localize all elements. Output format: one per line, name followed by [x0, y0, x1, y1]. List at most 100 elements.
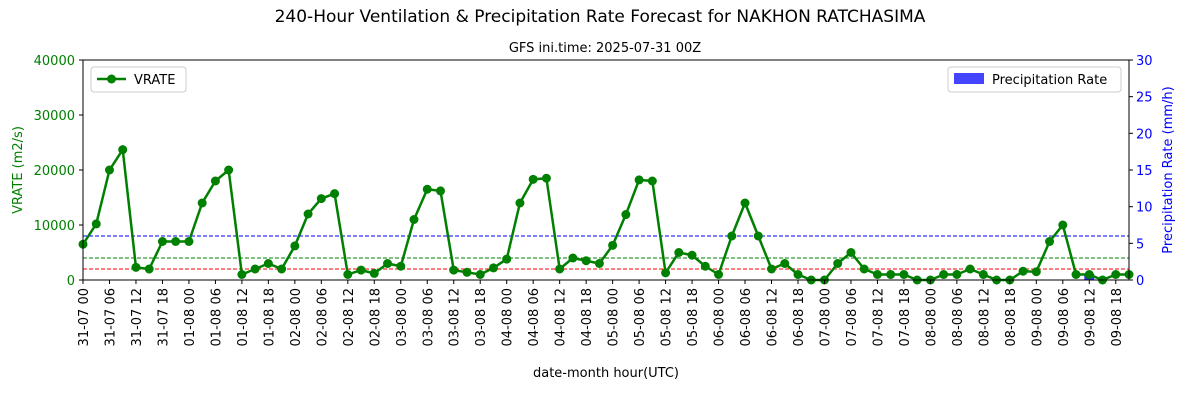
vrate-point [91, 219, 101, 229]
vrate-point [422, 184, 432, 194]
right-tick-label: 10 [1136, 201, 1153, 216]
legend-label-vrate: VRATE [134, 73, 175, 88]
vrate-point [634, 175, 644, 185]
left-tick-label: 30000 [34, 109, 75, 124]
vrate-point [330, 189, 340, 199]
x-tick-label: 31-07 06 [103, 288, 118, 346]
x-tick-label: 02-08 06 [315, 288, 330, 346]
vrate-point [740, 198, 750, 208]
x-tick-label: 05-08 00 [607, 288, 622, 346]
vrate-point [356, 265, 366, 275]
right-axis: 0 5 10 15 20 25 30 [1129, 54, 1153, 289]
vrate-point [303, 209, 313, 219]
vrate-point [753, 231, 763, 241]
x-tick-label: 09-08 00 [1030, 288, 1045, 346]
vrate-point [237, 270, 247, 279]
legend-vrate: VRATE [90, 66, 187, 93]
x-tick-label: 01-08 00 [183, 288, 198, 346]
left-tick-label: 40000 [34, 54, 75, 69]
x-tick-label: 01-08 18 [262, 288, 277, 346]
vrate-point [383, 259, 393, 268]
vrate-point [409, 215, 419, 224]
x-tick-label: 09-08 06 [1057, 288, 1072, 346]
x-tick-label: 31-07 00 [77, 288, 92, 346]
vrate-point [793, 270, 803, 279]
vrate-point [435, 186, 445, 196]
vrate-point [462, 267, 472, 277]
x-tick-label: 06-08 18 [792, 288, 807, 346]
x-tick-label: 05-08 12 [660, 288, 675, 346]
vrate-point [290, 241, 300, 251]
x-axis: 31-07 00 31-07 06 31-07 12 31-07 18 01-08 00… [77, 280, 1125, 346]
vrate-point [277, 264, 287, 274]
vrate-point [846, 248, 856, 257]
x-tick-label: 03-08 18 [474, 288, 489, 346]
vrate-point [647, 176, 657, 186]
legend-marker-vrate [107, 74, 116, 84]
vrate-point [621, 210, 631, 220]
x-tick-label: 08-08 00 [924, 288, 939, 346]
x-tick-label: 06-08 00 [713, 288, 728, 346]
x-tick-label: 07-08 06 [845, 288, 860, 346]
legend-precipitation: Precipitation Rate [947, 66, 1122, 93]
x-tick-label: 06-08 12 [766, 288, 781, 346]
left-tick-label: 0 [67, 274, 75, 289]
vrate-point [833, 259, 843, 268]
x-tick-label: 04-08 12 [554, 288, 569, 346]
left-tick-label: 20000 [34, 164, 75, 179]
vrate-point [674, 248, 684, 257]
vrate-point [475, 270, 485, 279]
vrate-point [197, 198, 207, 208]
x-tick-label: 03-08 00 [395, 288, 410, 346]
vrate-point [515, 198, 525, 208]
chart-title: 240-Hour Ventilation & Precipitation Rat… [275, 7, 926, 27]
vrate-point [396, 261, 406, 271]
vrate-point [886, 270, 896, 279]
vrate-point [714, 270, 724, 279]
x-tick-label: 04-08 06 [527, 288, 542, 346]
right-tick-label: 15 [1136, 164, 1153, 179]
vrate-point [263, 259, 273, 268]
x-tick-label: 01-08 12 [236, 288, 251, 346]
vrate-point [581, 256, 591, 266]
x-tick-label: 04-08 18 [580, 288, 595, 346]
x-tick-label: 08-08 12 [977, 288, 992, 346]
vrate-point [369, 268, 379, 278]
vrate-point [157, 237, 167, 246]
vrate-point [541, 173, 551, 183]
right-tick-label: 5 [1136, 237, 1144, 252]
vrate-point [568, 253, 578, 263]
left-tick-label: 10000 [34, 219, 75, 234]
vrate-point [224, 165, 234, 175]
x-tick-label: 07-08 00 [818, 288, 833, 346]
vrate-point [859, 264, 869, 274]
left-axis-label: VRATE (m2/s) [11, 126, 26, 214]
x-tick-label: 09-08 12 [1083, 288, 1098, 346]
vrate-point [939, 270, 949, 279]
right-tick-label: 20 [1136, 127, 1153, 142]
vrate-point [528, 174, 538, 184]
legend-label-precipitation: Precipitation Rate [992, 73, 1107, 88]
x-tick-label: 03-08 06 [421, 288, 436, 346]
chart-subtitle: GFS ini.time: 2025-07-31 00Z [509, 41, 701, 56]
legend-swatch-precipitation [954, 73, 984, 84]
vrate-point [1045, 237, 1055, 246]
vrate-point [184, 237, 194, 246]
vrate-point [488, 263, 498, 273]
vrate-point [978, 270, 988, 279]
vrate-point [767, 264, 777, 274]
right-tick-label: 30 [1136, 54, 1153, 69]
right-tick-label: 0 [1136, 274, 1144, 289]
vrate-point [608, 240, 618, 250]
x-tick-label: 05-08 18 [686, 288, 701, 346]
right-tick-label: 25 [1136, 91, 1153, 106]
vrate-point [449, 265, 459, 275]
x-tick-label: 31-07 18 [156, 288, 171, 346]
vrate-point [1031, 267, 1041, 277]
x-tick-label: 08-08 06 [951, 288, 966, 346]
vrate-point [687, 250, 697, 260]
vrate-point [343, 270, 353, 279]
x-tick-label: 02-08 18 [368, 288, 383, 346]
x-tick-label: 07-08 12 [871, 288, 886, 346]
vrate-point [555, 264, 565, 274]
